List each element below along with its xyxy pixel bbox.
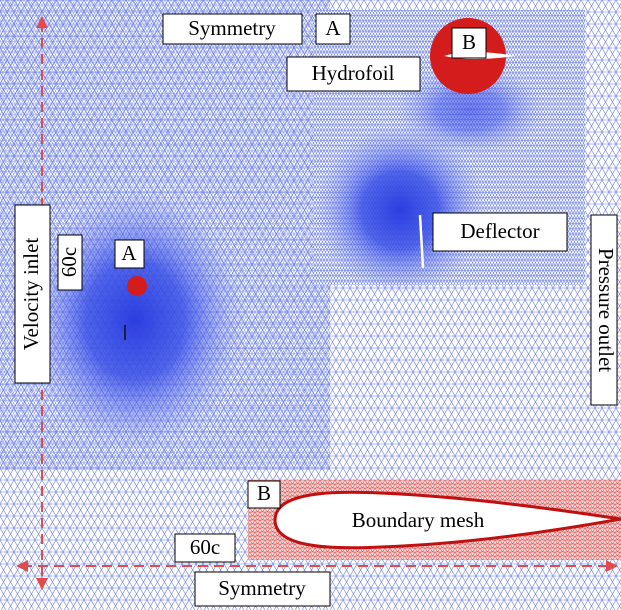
boundary-mesh-label: Boundary mesh (352, 508, 485, 532)
left-60c-label: 60c (57, 247, 81, 277)
left-a-label: A (121, 241, 137, 265)
mesh-diagram: Symmetry A B Hydrofoil Deflector Velocit… (0, 0, 621, 610)
deflector-label: Deflector (460, 219, 539, 243)
hydrofoil-zone-small (127, 276, 147, 296)
velocity-inlet-label: Velocity inlet (19, 238, 43, 351)
pressure-outlet-label: Pressure outlet (594, 248, 618, 372)
top-symmetry-label: Symmetry (188, 16, 276, 40)
bottom-60c-label: 60c (190, 535, 220, 559)
bottom-b-label: B (257, 481, 271, 505)
dense-region (25, 190, 245, 450)
hydrofoil-label: Hydrofoil (312, 61, 395, 85)
top-a-label: A (325, 16, 341, 40)
bottom-symmetry-label: Symmetry (218, 576, 306, 600)
zoom-b-label: B (462, 30, 476, 54)
